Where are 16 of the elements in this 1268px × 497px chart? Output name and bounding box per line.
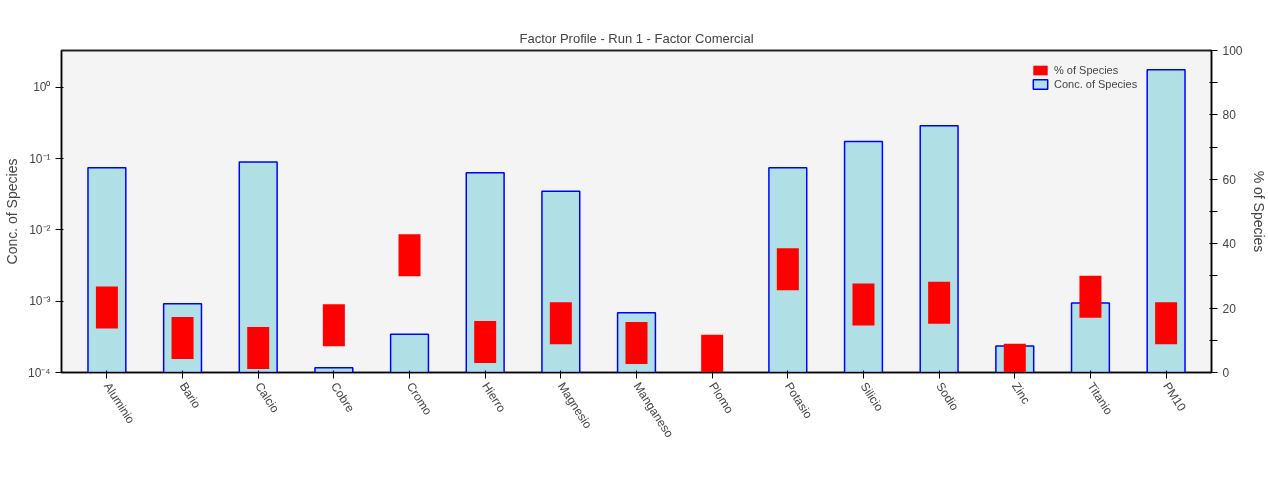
y-tick-label: 10⁻² (29, 222, 51, 237)
y2-tick-label: 0 (1222, 366, 1230, 380)
y2-tick-label: 20 (1222, 301, 1237, 316)
y-tick-label: 10⁰ (33, 80, 51, 95)
y-tick-label: 10⁻¹ (29, 151, 51, 166)
y-tick-label: 10⁻³ (29, 294, 51, 309)
y-tick-label: 10⁻⁴ (28, 365, 51, 380)
y2-axis-title: % of Species (1250, 170, 1267, 253)
y2-tick-label: 80 (1222, 108, 1237, 123)
legend-label: Conc. of Species (1054, 78, 1138, 90)
y2-tick-label: 100 (1222, 44, 1243, 58)
y2-tick-label: 60 (1222, 172, 1237, 187)
y2-tick-label: 40 (1222, 237, 1237, 252)
legend-label: % of Species (1054, 64, 1119, 76)
y-axis-title: Conc. of Species (4, 158, 20, 265)
chart-title: Factor Profile - Run 1 - Factor Comercial (519, 30, 754, 46)
